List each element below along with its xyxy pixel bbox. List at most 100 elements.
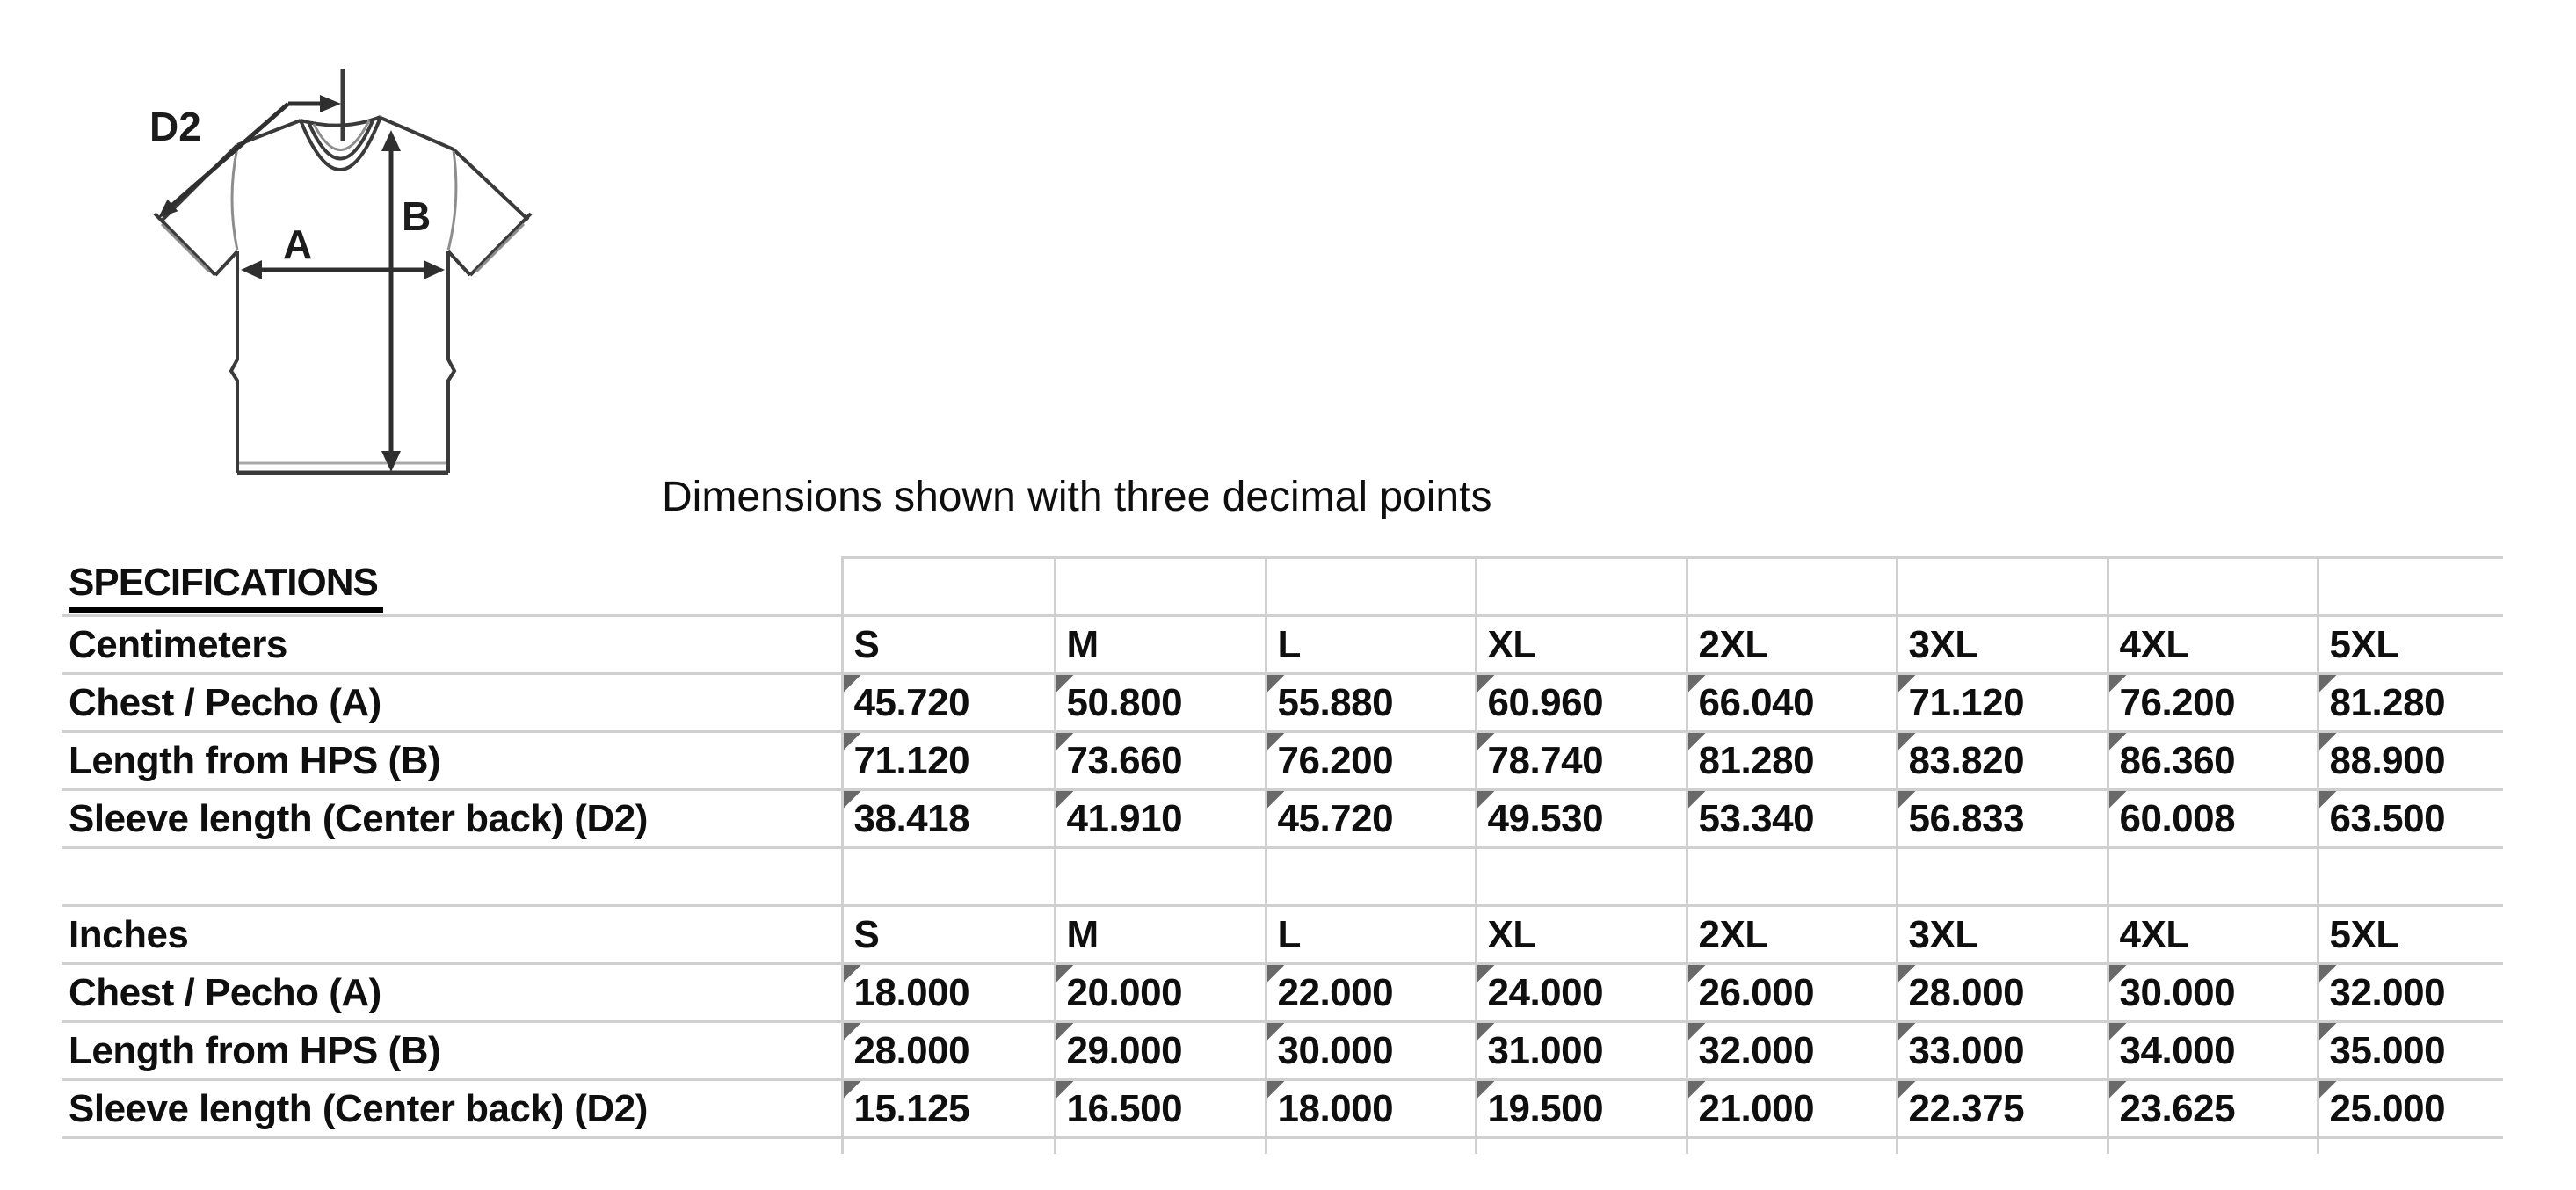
value: 29.000 <box>1066 1028 1183 1072</box>
value: 16.500 <box>1066 1086 1183 1130</box>
table-row-spacer <box>62 847 2503 907</box>
specifications-table: SPECIFICATIONS Centimeters S M L XL 2XL … <box>62 556 2503 1154</box>
value-cell: 32.000 <box>1687 1021 1898 1081</box>
value: 41.910 <box>1066 796 1183 840</box>
value: 22.375 <box>1908 1086 2025 1130</box>
value: 23.625 <box>2119 1086 2236 1130</box>
value: 83.820 <box>1908 738 2025 782</box>
measure-label-cell: Chest / Pecho (A) <box>62 673 844 733</box>
value: 28.000 <box>1908 970 2025 1014</box>
value: 76.200 <box>2119 680 2236 724</box>
value-cell: 20.000 <box>1055 963 1267 1023</box>
empty-cell <box>62 847 844 907</box>
arrowhead-up-icon <box>381 130 401 151</box>
empty-cell <box>1055 1137 1267 1154</box>
size-header-cell: 4XL <box>2108 905 2319 965</box>
value-cell: 83.820 <box>1897 731 2109 791</box>
size-header-cell: 2XL <box>1687 905 1898 965</box>
empty-cell <box>842 847 1056 907</box>
collar-rib-line <box>312 120 371 151</box>
value-cell: 81.280 <box>1687 731 1898 791</box>
size-header-cell: L <box>1266 615 1477 675</box>
empty-cell <box>2318 556 2503 617</box>
label-a: A <box>283 221 312 267</box>
value: 60.008 <box>2119 796 2236 840</box>
value: 88.900 <box>2329 738 2446 782</box>
empty-cell <box>1897 556 2109 617</box>
arrowhead-left-icon <box>241 260 262 279</box>
left-armhole-seam <box>230 147 239 251</box>
value-cell: 16.500 <box>1055 1079 1267 1139</box>
size-header-cell: S <box>842 615 1056 675</box>
collar-inner-neckline <box>307 118 375 161</box>
arrowhead-right-icon <box>424 260 445 279</box>
table-row-clipped <box>62 1137 2503 1155</box>
value: 28.000 <box>853 1028 970 1072</box>
table-row: Length from HPS (B) 28.000 29.000 30.000… <box>62 1021 2503 1081</box>
value: 60.960 <box>1487 680 1604 724</box>
value: 35.000 <box>2329 1028 2446 1072</box>
value: 81.280 <box>1698 738 1815 782</box>
right-underarm <box>446 250 472 277</box>
value-cell: 34.000 <box>2108 1021 2319 1081</box>
value: 26.000 <box>1698 970 1815 1014</box>
value-cell: 31.000 <box>1476 1021 1688 1081</box>
value-cell: 81.280 <box>2318 673 2503 733</box>
value: 71.120 <box>1908 680 2025 724</box>
unit-label-cell: Centimeters <box>62 615 844 675</box>
measure-label-cell: Sleeve length (Center back) (D2) <box>62 789 844 849</box>
body-left-edge <box>229 251 239 473</box>
value-cell: 30.000 <box>1266 1021 1477 1081</box>
value: 53.340 <box>1698 796 1815 840</box>
value-cell: 35.000 <box>2318 1021 2503 1081</box>
value-cell: 78.740 <box>1476 731 1688 791</box>
value: 32.000 <box>2329 970 2446 1014</box>
table-row: Centimeters S M L XL 2XL 3XL 4XL 5XL <box>62 615 2503 675</box>
value-cell: 19.500 <box>1476 1079 1688 1139</box>
empty-cell <box>2318 1138 2503 1155</box>
size-header-cell: M <box>1055 615 1267 675</box>
right-sleeve-top <box>452 148 530 221</box>
empty-cell <box>62 1137 844 1154</box>
shirt-outline <box>153 115 533 475</box>
measure-label-cell: Length from HPS (B) <box>62 1021 844 1081</box>
table-row: Inches S M L XL 2XL 3XL 4XL 5XL <box>62 905 2503 965</box>
empty-cell <box>1055 847 1267 907</box>
decimal-note: Dimensions shown with three decimal poin… <box>662 474 1492 520</box>
value-cell: 45.720 <box>842 673 1056 733</box>
value: 31.000 <box>1487 1028 1604 1072</box>
value-cell: 18.000 <box>1266 1079 1477 1139</box>
measure-arrow-a: A <box>241 221 445 279</box>
value-cell: 88.900 <box>2318 731 2503 791</box>
size-header-cell: 3XL <box>1897 905 2109 965</box>
table-row: Length from HPS (B) 71.120 73.660 76.200… <box>62 731 2503 791</box>
right-shoulder-seam <box>380 116 454 151</box>
value: 56.833 <box>1908 796 2025 840</box>
value-cell: 29.000 <box>1055 1021 1267 1081</box>
value: 78.740 <box>1487 738 1604 782</box>
value: 63.500 <box>2329 796 2446 840</box>
value: 20.000 <box>1066 970 1183 1014</box>
value: 15.125 <box>853 1086 970 1130</box>
measure-arrow-b: B <box>381 130 431 472</box>
size-header-cell: 5XL <box>2318 615 2503 675</box>
empty-cell <box>1055 556 1267 617</box>
value-cell: 25.000 <box>2318 1079 2503 1139</box>
value: 50.800 <box>1066 680 1183 724</box>
measure-label-cell: Chest / Pecho (A) <box>62 963 844 1023</box>
value-cell: 60.960 <box>1476 673 1688 733</box>
value-cell: 23.625 <box>2108 1079 2319 1139</box>
value: 55.880 <box>1277 680 1394 724</box>
empty-cell <box>1476 847 1688 907</box>
value-cell: 73.660 <box>1055 731 1267 791</box>
table-title: SPECIFICATIONS <box>69 559 383 613</box>
value: 18.000 <box>1277 1086 1394 1130</box>
value-cell: 41.910 <box>1055 789 1267 849</box>
value-cell: 22.000 <box>1266 963 1477 1023</box>
size-header-cell: L <box>1266 905 1477 965</box>
right-cuff-stitch <box>475 222 526 273</box>
value-cell: 60.008 <box>2108 789 2319 849</box>
empty-cell <box>1266 556 1477 617</box>
value-cell: 38.418 <box>842 789 1056 849</box>
